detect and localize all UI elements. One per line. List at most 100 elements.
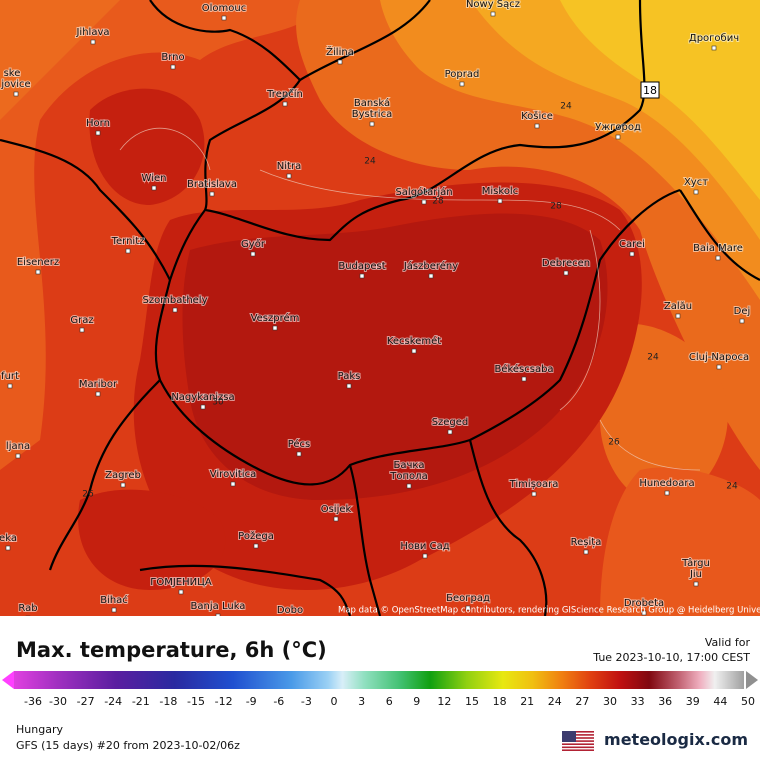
colorbar-tick-label: -36	[24, 695, 42, 708]
colorbar-tick-label: -6	[273, 695, 285, 708]
city-marker	[739, 318, 745, 324]
colorbar-tick-label: 39	[685, 695, 700, 708]
city-label: Osijek	[321, 504, 352, 515]
valid: Valid for Tue 2023-10-10, 17:00 CEST	[593, 635, 750, 665]
city-label: ГОМЈЕНИЦА	[150, 577, 212, 588]
city-label: Olomouc	[202, 3, 246, 14]
city-label: furt	[1, 371, 19, 382]
colorbar-tick-label: 27	[575, 695, 590, 708]
city-label: Топола	[389, 471, 427, 482]
colorbar-tick-label: 12	[437, 695, 452, 708]
city-label: ske	[4, 68, 21, 79]
city-marker	[629, 251, 635, 257]
city-label: Debrecen	[542, 258, 590, 269]
city-label: Cluj-Napoca	[689, 352, 749, 363]
colorbar-tick-label: -9	[245, 695, 257, 708]
city-marker	[111, 607, 117, 613]
city-label: Budapest	[338, 261, 385, 272]
city-label: Žilina	[326, 45, 354, 58]
colorbar-tick-label: 6	[385, 695, 393, 708]
city-marker	[221, 15, 227, 21]
city-label: Drobeta	[624, 598, 664, 609]
city-marker	[95, 391, 101, 397]
city-marker	[497, 198, 503, 204]
colorbar-tick-label: 50	[741, 695, 755, 708]
city-label: Wien	[142, 173, 167, 184]
city-marker	[411, 348, 417, 354]
colorbar-tick-label: 18	[492, 695, 507, 708]
road-sign-number: 18	[643, 84, 657, 97]
city-label: jovice	[0, 79, 30, 90]
city-label: Bihać	[100, 594, 128, 606]
city-label: Бачка	[393, 460, 424, 471]
city-label: Graz	[70, 315, 93, 326]
city-label: Нови Сад	[400, 541, 449, 552]
city-label: Zalău	[664, 301, 692, 312]
title: Max. temperature, 6h (°C)	[16, 638, 327, 662]
colorbar-tick-label: -18	[159, 695, 178, 708]
city-label: Rab	[18, 603, 37, 614]
city-marker	[534, 123, 540, 129]
region: Hungary	[16, 723, 63, 736]
colorbar	[14, 671, 744, 689]
city-label: Jiu	[689, 569, 702, 580]
city-label: Zagreb	[105, 470, 141, 481]
city-marker	[716, 364, 722, 370]
city-marker	[531, 491, 537, 497]
city-marker	[15, 453, 21, 459]
city-label: Дрогобич	[689, 33, 739, 44]
city-marker	[583, 549, 589, 555]
colorbar-tick-label: -15	[187, 695, 205, 708]
city-label: Nowy Sącz	[466, 0, 520, 10]
colorbar-tick-label: 0	[330, 695, 338, 708]
city-marker	[120, 482, 126, 488]
city-marker	[428, 273, 434, 279]
flag[interactable]	[562, 731, 594, 751]
city-label: Jászberény	[403, 260, 458, 272]
brand[interactable]: meteologix.com	[604, 730, 748, 749]
city-label: Szombathely	[142, 295, 207, 306]
city-label: Ужгород	[595, 122, 641, 133]
colorbar-tick-label: 9	[413, 695, 421, 708]
contour-label: 24	[364, 157, 376, 167]
city-marker	[215, 613, 221, 616]
city-label: Brno	[161, 52, 184, 63]
city-label: Győr	[241, 238, 266, 250]
colorbar-tick-label: 15	[465, 695, 479, 708]
city-marker	[95, 130, 101, 136]
city-marker	[711, 45, 717, 51]
city-label: Jihlava	[75, 27, 109, 38]
road-sign	[640, 81, 660, 99]
city-label: Carei	[619, 239, 645, 250]
legend-arrows	[2, 671, 758, 689]
city-label: Banja Luka	[191, 601, 246, 612]
contour-label: 26	[82, 490, 94, 500]
city-marker	[422, 553, 428, 559]
colorbar-tick-label: -30	[49, 695, 67, 708]
colorbar-tick-label: -12	[214, 695, 233, 708]
city-marker	[359, 273, 365, 279]
colorbar-tick-label: -27	[76, 695, 95, 708]
city-marker	[13, 91, 19, 97]
city-marker	[296, 451, 302, 457]
city-label: Békéscsaba	[494, 363, 553, 375]
city-label: Reșița	[571, 537, 602, 548]
city-marker	[272, 325, 278, 331]
city-marker	[406, 483, 412, 489]
city-label: Hunedoara	[639, 478, 694, 489]
city-label: Bratislava	[187, 179, 237, 190]
city-label: Dej	[734, 306, 751, 317]
city-label: Maribor	[79, 379, 118, 390]
city-marker	[459, 81, 465, 87]
colorbar-tick-label: -24	[104, 695, 123, 708]
city-marker	[333, 516, 339, 522]
city-label: Košice	[521, 110, 553, 122]
city-marker	[615, 134, 621, 140]
colorbar-tick-label: 21	[520, 695, 535, 708]
colorbar-ticks: -36 -30 -27 -24 -21 -18 -15 -12 -9 -6 -3 0 3 6 9 12 15 18…	[0, 695, 760, 711]
city-marker	[369, 121, 375, 127]
city-label: Ternitz	[111, 236, 145, 247]
city-marker	[172, 307, 178, 313]
city-marker	[286, 173, 292, 179]
